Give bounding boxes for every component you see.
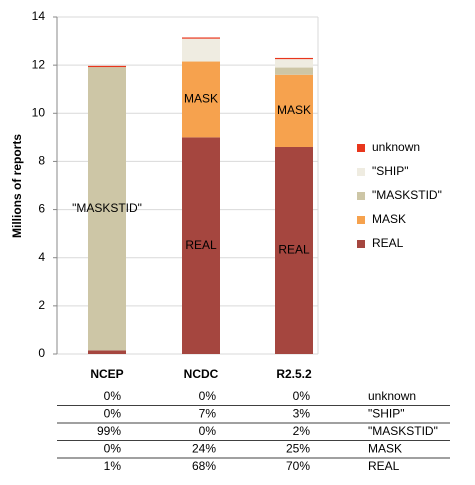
y-axis-title: Millions of reports (10, 134, 24, 238)
bar-segment (275, 74, 313, 147)
table-row-label: "MASKSTID" (368, 424, 438, 438)
bar-segment (182, 61, 220, 138)
segment-label: REAL (185, 238, 217, 252)
table-cell: 7% (199, 407, 217, 421)
segment-label: MASK (184, 92, 218, 106)
x-tick-label: NCEP (90, 367, 123, 381)
table-cell: 99% (97, 424, 121, 438)
legend-swatch (357, 192, 365, 200)
bar-segment (275, 59, 313, 68)
legend-label: "SHIP" (372, 164, 409, 178)
y-tick-label: 14 (32, 9, 46, 23)
table-cell: 24% (192, 442, 216, 456)
table-cell: 0% (104, 389, 122, 403)
y-tick-label: 4 (38, 250, 45, 264)
table-cell: 25% (286, 442, 310, 456)
y-tick-label: 2 (38, 298, 45, 312)
legend-swatch (357, 144, 365, 152)
table-cell: 68% (192, 459, 216, 473)
table-cell: 0% (104, 407, 122, 421)
legend-swatch (357, 216, 365, 224)
y-tick-label: 0 (38, 346, 45, 360)
segment-label: "MASKSTID" (72, 201, 142, 215)
table-row-label: "SHIP" (368, 407, 405, 421)
x-tick-label: R2.5.2 (276, 367, 312, 381)
table-row-label: REAL (368, 459, 400, 473)
bar-segment (88, 67, 126, 351)
bar-segment (275, 57, 313, 60)
legend-label: MASK (372, 212, 406, 226)
bar-segment (275, 67, 313, 75)
segment-label: REAL (278, 243, 310, 257)
legend-label: "MASKSTID" (372, 188, 442, 202)
bar-segment (88, 65, 126, 68)
bar-segment (182, 38, 220, 62)
bar-segment (182, 137, 220, 354)
x-tick-label: NCDC (184, 367, 219, 381)
table-cell: 70% (286, 459, 310, 473)
bar-segment (88, 350, 126, 354)
table-cell: 2% (293, 424, 311, 438)
y-tick-label: 6 (38, 202, 45, 216)
legend-label: REAL (372, 236, 404, 250)
y-tick-label: 12 (32, 57, 46, 71)
table-cell: 3% (293, 407, 311, 421)
bar-segment (182, 37, 220, 39)
legend-label: unknown (372, 140, 420, 154)
segment-label: MASK (277, 103, 311, 117)
table-row-label: MASK (368, 442, 402, 456)
table-cell: 0% (199, 389, 217, 403)
table-row-label: unknown (368, 389, 416, 403)
table-cell: 0% (293, 389, 311, 403)
table-cell: 0% (104, 442, 122, 456)
y-tick-label: 10 (32, 105, 46, 119)
legend-swatch (357, 168, 365, 176)
table-cell: 1% (104, 459, 122, 473)
legend-swatch (357, 240, 365, 248)
bar-segment (275, 146, 313, 354)
y-tick-label: 8 (38, 154, 45, 168)
table-cell: 0% (199, 424, 217, 438)
